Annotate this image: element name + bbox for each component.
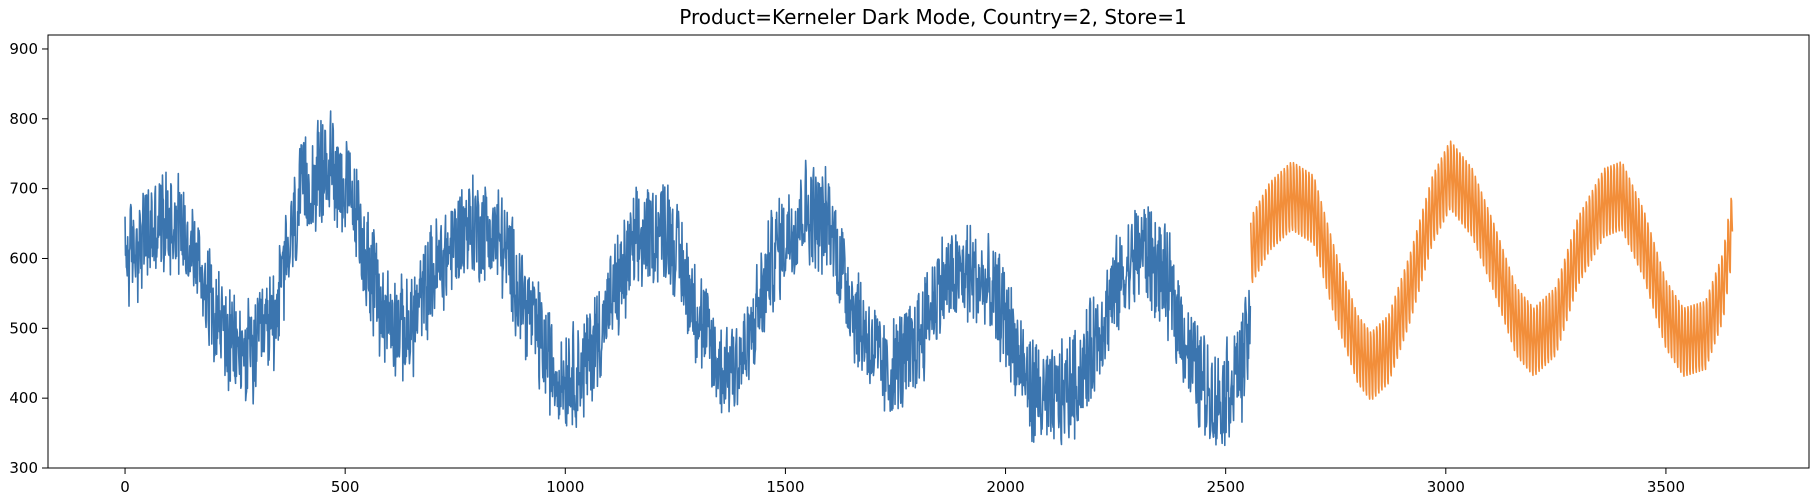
y-tick-label: 800	[9, 110, 38, 128]
y-tick-label: 600	[9, 249, 38, 267]
axes-frame	[47, 34, 1810, 469]
x-tick-label: 0	[120, 478, 130, 496]
x-tick-label: 1500	[766, 478, 804, 496]
axes-layer: 0 500 1000 1500 2000 2500 3000 3500 300 400 500 600…	[9, 34, 1810, 496]
series-layer	[124, 110, 1734, 447]
y-tick-label: 300	[9, 459, 38, 477]
chart-title: Product=Kerneler Dark Mode, Country=2, S…	[679, 5, 1186, 29]
x-tick-label: 2000	[986, 478, 1024, 496]
y-tick-label: 400	[9, 389, 38, 407]
x-tick-label: 500	[331, 478, 360, 496]
y-tick-label: 500	[9, 319, 38, 337]
x-tick-label: 3500	[1647, 478, 1685, 496]
y-tick-label: 900	[9, 40, 38, 58]
series-line-1	[124, 110, 1252, 447]
x-tick-label: 3000	[1427, 478, 1465, 496]
series-line-2	[1249, 140, 1734, 400]
y-tick-label: 700	[9, 180, 38, 198]
x-tick-label: 2500	[1207, 478, 1245, 496]
x-tick-label: 1000	[546, 478, 584, 496]
